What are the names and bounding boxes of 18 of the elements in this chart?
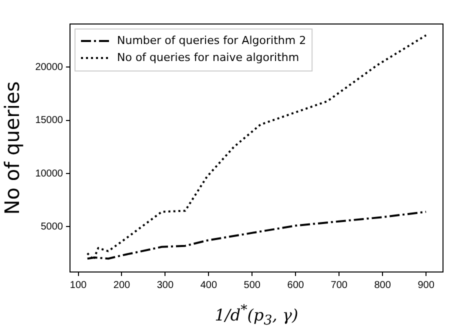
x-tick-label: 200 — [113, 280, 131, 291]
legend-label: Number of queries for Algorithm 2 — [117, 34, 306, 47]
line-series — [86, 34, 428, 261]
y-axis-title: No of queries — [0, 81, 24, 215]
x-tick-label: 700 — [330, 280, 348, 291]
x-tick-label: 600 — [287, 280, 304, 291]
x-tick-label: 400 — [200, 280, 218, 291]
x-tick-label: 500 — [244, 280, 261, 291]
y-tick-label: 5000 — [40, 221, 64, 232]
x-tick-label: 300 — [156, 280, 174, 291]
y-tick-label: 15000 — [35, 115, 64, 126]
y-tick-label: 10000 — [35, 168, 64, 180]
x-tick-label: 800 — [374, 280, 392, 291]
x-axis-title: 1/d$^{*}$(p$_{3}$, γ) — [214, 302, 300, 331]
x-tick-label: 100 — [70, 280, 88, 291]
x-tick-label: 900 — [418, 280, 435, 291]
legend-label: No of queries for naive algorithm — [117, 50, 300, 64]
y-tick-label: 20000 — [35, 62, 64, 73]
